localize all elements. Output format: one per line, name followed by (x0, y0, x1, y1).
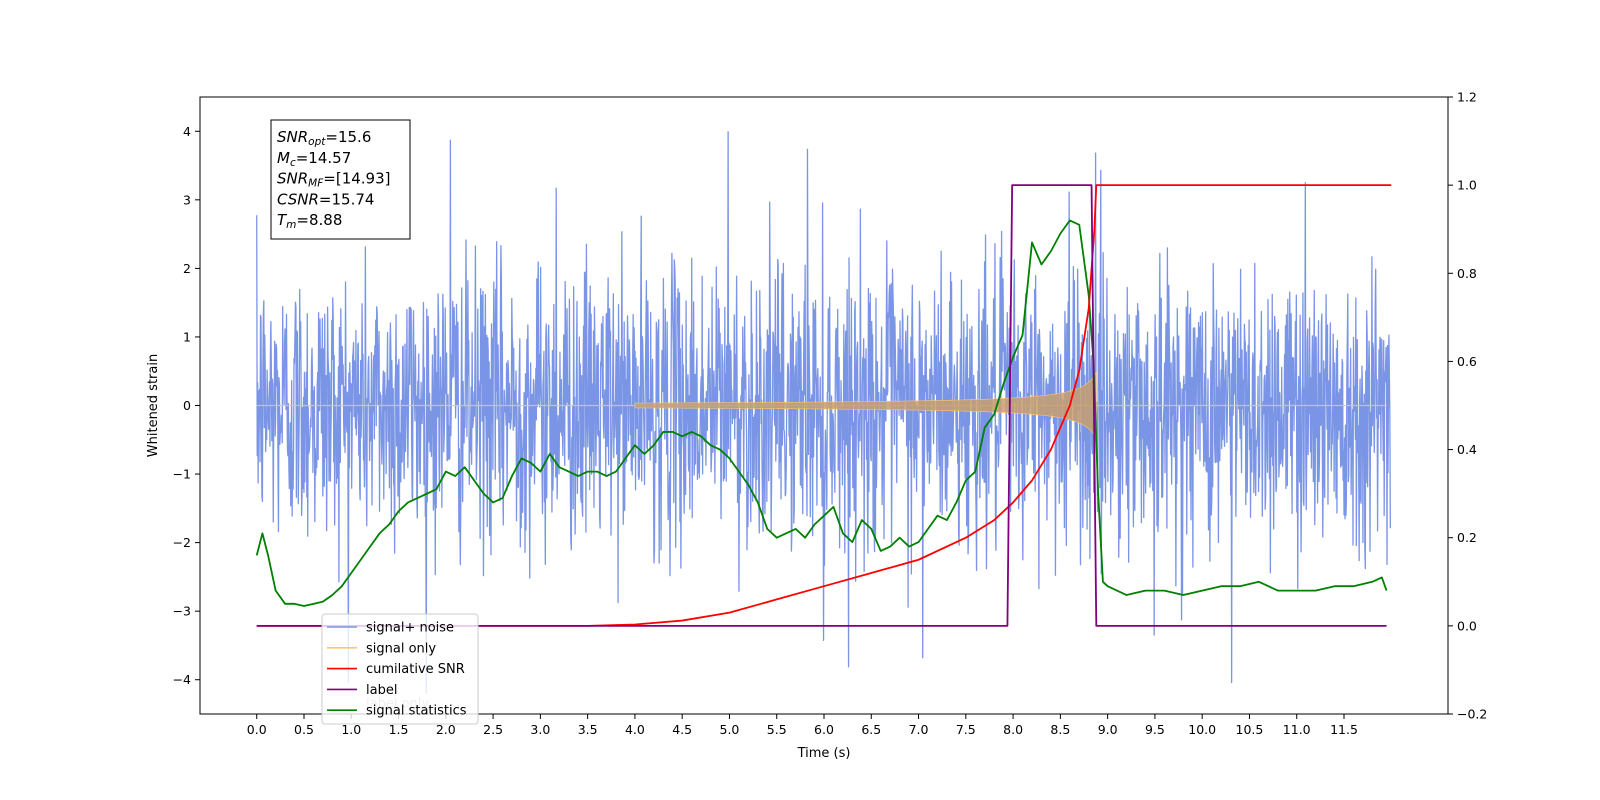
annotation-symbol: M (277, 149, 290, 167)
csnr-series-group (256, 184, 1392, 627)
annotation-value: =[14.93] (323, 170, 390, 188)
y-left-tick-label: −2 (173, 535, 191, 550)
annotation-subscript: MF (308, 178, 324, 190)
axes-group: 0.0 0.5 1.0 1.5 2.0 2.5 3.0 3.5 4.0 4.5 5.0 5.5 6.0 6… (173, 90, 1488, 738)
stats-series-group (255, 219, 1388, 607)
x-tick-label: 0.5 (294, 722, 314, 737)
y-right-tick-label: 0.2 (1457, 530, 1477, 545)
x-tick-label: 11.0 (1283, 722, 1311, 737)
x-tick-label: 1.0 (341, 722, 361, 737)
annotation-line: SNRMF=[14.93] (277, 170, 391, 190)
annotation-subscript: m (286, 219, 296, 231)
y-left-tick-label: 0 (183, 398, 191, 413)
y-left-tick-label: −4 (173, 672, 191, 687)
annotation-subscript: opt (308, 136, 326, 148)
y-right-tick-label: −0.2 (1457, 707, 1487, 722)
annotation-line: Mc=14.57 (277, 149, 351, 169)
annotation-symbol: SNR (277, 128, 308, 146)
y-left-tick-label: 2 (183, 261, 191, 276)
signal-noise-line (256, 131, 1391, 694)
y-right-tick-label: 1.2 (1457, 90, 1477, 105)
x-axis-label: Time (s) (797, 746, 851, 761)
annotation-subscript: c (290, 157, 296, 169)
stats-annotation-box: SNRopt=15.6Mc=14.57SNRMF=[14.93]CSNR=15.… (270, 119, 411, 240)
x-tick-label: 10.0 (1188, 722, 1216, 737)
signal-statistics-line (255, 219, 1388, 607)
y-right-tick-label: 0.6 (1457, 354, 1477, 369)
x-tick-label: 4.0 (625, 722, 645, 737)
annotation-symbol: CSNR (277, 190, 319, 208)
x-tick-label: 1.5 (389, 722, 409, 737)
label-line (256, 184, 1387, 627)
y-axis-label: Whitened strain (146, 354, 161, 457)
annotation-value: =8.88 (296, 211, 342, 229)
y-left-tick-label: 4 (183, 124, 191, 139)
x-tick-label: 0.0 (247, 722, 267, 737)
x-tick-label: 8.5 (1050, 722, 1070, 737)
y-right-tick-label: 0.0 (1457, 618, 1477, 633)
y-left-tick-label: 1 (183, 329, 191, 344)
cumulative-snr-line (256, 184, 1392, 627)
legend-entry-label: signal only (366, 641, 436, 656)
x-tick-label: 6.0 (814, 722, 834, 737)
annotation-line: Tm=8.88 (277, 211, 342, 231)
annotation-value: =15.74 (319, 190, 375, 208)
x-tick-label: 7.0 (909, 722, 929, 737)
x-tick-label: 5.5 (767, 722, 787, 737)
legend-entry-label: cumilative SNR (366, 662, 465, 677)
noise-series-group (256, 131, 1391, 694)
legend-entry-label: label (366, 683, 397, 698)
x-tick-label: 5.0 (720, 722, 740, 737)
y-left-tick-label: −1 (173, 467, 191, 482)
annotation-line: CSNR=15.74 (277, 190, 374, 208)
y-right-tick-label: 0.8 (1457, 266, 1477, 281)
x-tick-label: 4.5 (672, 722, 692, 737)
annotation-value: =15.6 (325, 128, 371, 146)
annotation-symbol: T (277, 211, 288, 229)
x-tick-label: 8.0 (1003, 722, 1023, 737)
annotation-line: SNRopt=15.6 (277, 128, 371, 148)
annotation-frame (270, 119, 411, 240)
x-tick-label: 2.5 (483, 722, 503, 737)
y-right-tick-label: 0.4 (1457, 442, 1477, 457)
annotation-value: =14.57 (296, 149, 352, 167)
x-tick-label: 7.5 (956, 722, 976, 737)
y-right-tick-label: 1.0 (1457, 178, 1477, 193)
legend-entry-label: signal statistics (366, 704, 467, 719)
x-tick-label: 2.0 (436, 722, 456, 737)
x-tick-label: 10.5 (1236, 722, 1264, 737)
legend-frame (321, 613, 479, 725)
annotation-symbol: SNR (277, 170, 308, 188)
y-left-tick-label: −3 (173, 604, 191, 619)
label-series-group (256, 184, 1387, 627)
x-tick-label: 6.5 (861, 722, 881, 737)
x-tick-label: 9.0 (1098, 722, 1118, 737)
x-tick-label: 11.5 (1330, 722, 1358, 737)
legend-entry-label: signal+ noise (366, 621, 454, 636)
y-left-tick-label: 3 (183, 192, 191, 207)
x-tick-label: 3.0 (530, 722, 550, 737)
x-tick-label: 3.5 (578, 722, 598, 737)
x-tick-label: 9.5 (1145, 722, 1165, 737)
